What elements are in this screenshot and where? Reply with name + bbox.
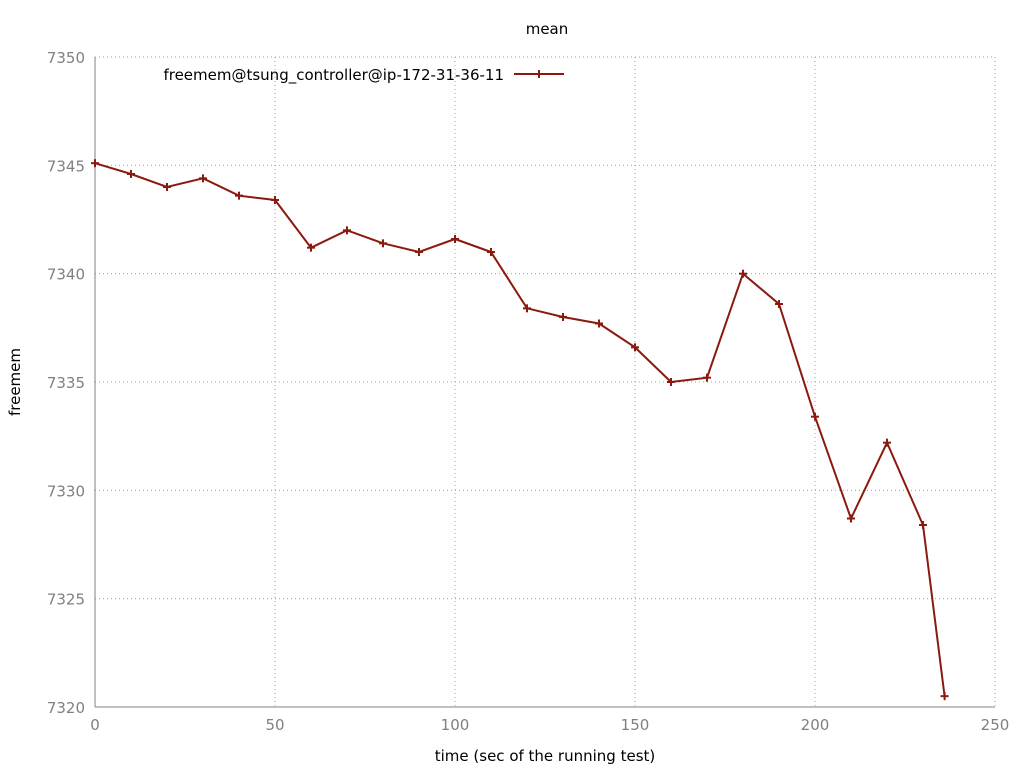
data-point — [451, 235, 459, 243]
data-point — [379, 239, 387, 248]
series — [91, 159, 949, 701]
x-tick-label: 250 — [981, 716, 1010, 734]
y-tick-label: 7335 — [47, 374, 85, 392]
x-tick-label: 200 — [801, 716, 830, 734]
y-tick-label: 7340 — [47, 266, 85, 284]
data-point — [847, 514, 855, 523]
y-tick-label: 7350 — [47, 49, 85, 67]
data-point — [307, 243, 315, 252]
y-axis-label: freemem — [6, 348, 24, 416]
data-point — [703, 373, 711, 382]
x-axis-label: time (sec of the running test) — [435, 747, 656, 765]
series-line — [94, 162, 946, 697]
data-point — [91, 159, 99, 168]
data-point — [631, 343, 639, 352]
data-point — [415, 248, 423, 256]
data-point — [811, 412, 819, 421]
x-tick-label: 150 — [621, 716, 650, 734]
data-point — [271, 196, 279, 204]
data-point — [739, 269, 747, 278]
data-point — [940, 692, 949, 701]
data-point — [343, 226, 351, 235]
data-point — [883, 438, 891, 447]
y-tick-label: 7325 — [47, 591, 85, 609]
data-point — [667, 378, 675, 386]
data-point — [163, 183, 171, 191]
y-tick-label: 7330 — [47, 482, 85, 500]
grid — [95, 56, 996, 707]
tick-labels: 0 50 100 150 200 250 7320 7325 7330 7335 7340 7345 7… — [47, 49, 1010, 734]
legend: freemem@tsung_controller@ip-172-31-36-11 — [163, 66, 564, 85]
y-tick-label: 7320 — [47, 699, 85, 717]
data-point — [127, 170, 135, 178]
data-point — [523, 304, 531, 313]
x-tick-label: 100 — [441, 716, 470, 734]
data-point — [199, 174, 207, 183]
x-tick-label: 0 — [90, 716, 100, 734]
data-point — [595, 319, 603, 328]
chart-title: mean — [526, 20, 569, 38]
data-point — [235, 191, 243, 200]
legend-entry-label: freemem@tsung_controller@ip-172-31-36-11 — [163, 66, 504, 85]
data-point — [487, 248, 495, 256]
data-point — [919, 521, 927, 529]
data-point — [775, 300, 783, 308]
y-tick-label: 7345 — [47, 157, 85, 175]
legend-swatch-marker — [535, 70, 543, 78]
x-tick-label: 50 — [265, 716, 284, 734]
data-point — [559, 313, 567, 321]
